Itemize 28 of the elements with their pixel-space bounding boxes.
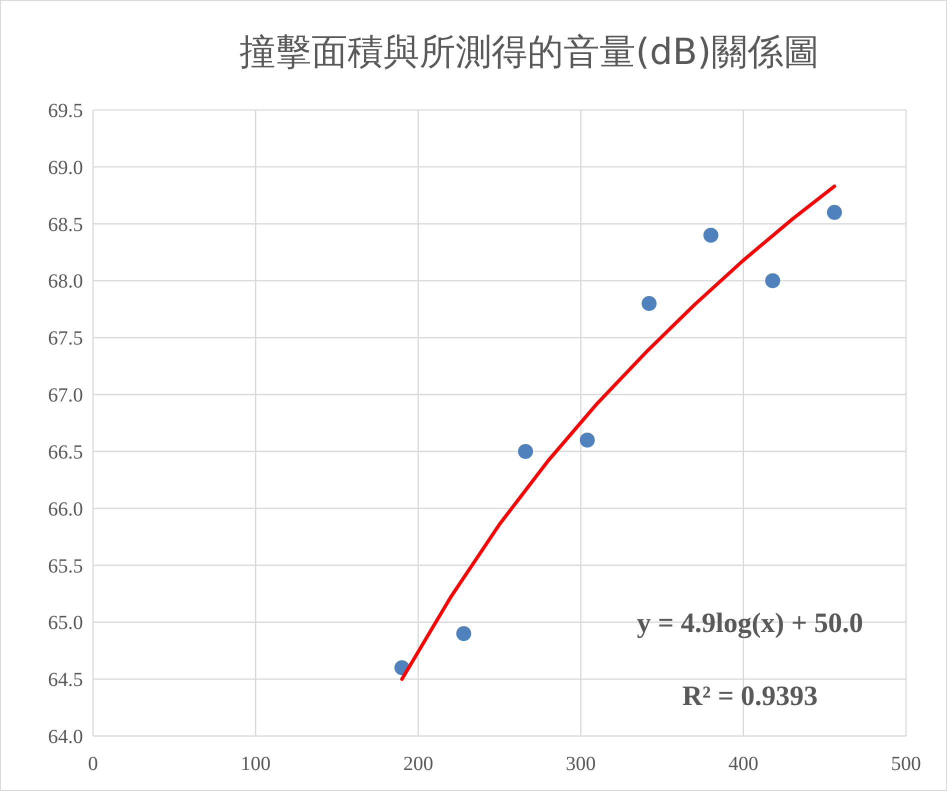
point bbox=[826, 204, 842, 220]
annotation: y = 4.9log(x) + 50.0 bbox=[636, 608, 864, 639]
y-tick-label: 64.5 bbox=[48, 669, 83, 692]
point bbox=[456, 626, 472, 642]
y-tick-label: 67.5 bbox=[48, 328, 83, 350]
chart-title: 撞擊面積與所測得的音量(dB)關係圖 bbox=[240, 32, 820, 73]
y-tick-label: 65.5 bbox=[48, 555, 83, 578]
y-tick-label: 67.0 bbox=[48, 384, 83, 407]
y-tick-label: 68.5 bbox=[48, 214, 83, 236]
x-tick-label: 300 bbox=[566, 753, 596, 775]
y-tick-label: 66.0 bbox=[48, 498, 83, 520]
point bbox=[703, 228, 718, 243]
x-tick-label: 200 bbox=[403, 753, 434, 775]
y-tick-label: 65.0 bbox=[48, 612, 83, 634]
x-tick-label: 500 bbox=[891, 753, 921, 775]
annotation: R² = 0.9393 bbox=[682, 681, 818, 712]
point bbox=[580, 432, 595, 448]
y-tick-label: 69.0 bbox=[48, 156, 83, 179]
y-tick-label: 68.0 bbox=[48, 270, 83, 293]
x-tick-label: 100 bbox=[240, 753, 271, 775]
x-tick-label: 0 bbox=[88, 753, 98, 775]
point bbox=[642, 296, 657, 311]
point bbox=[518, 444, 534, 459]
y-tick-label: 69.5 bbox=[48, 100, 83, 122]
point bbox=[765, 273, 780, 288]
y-tick-label: 66.5 bbox=[48, 441, 83, 464]
y-tick-label: 64.0 bbox=[48, 726, 83, 748]
x-tick-label: 400 bbox=[728, 753, 758, 775]
